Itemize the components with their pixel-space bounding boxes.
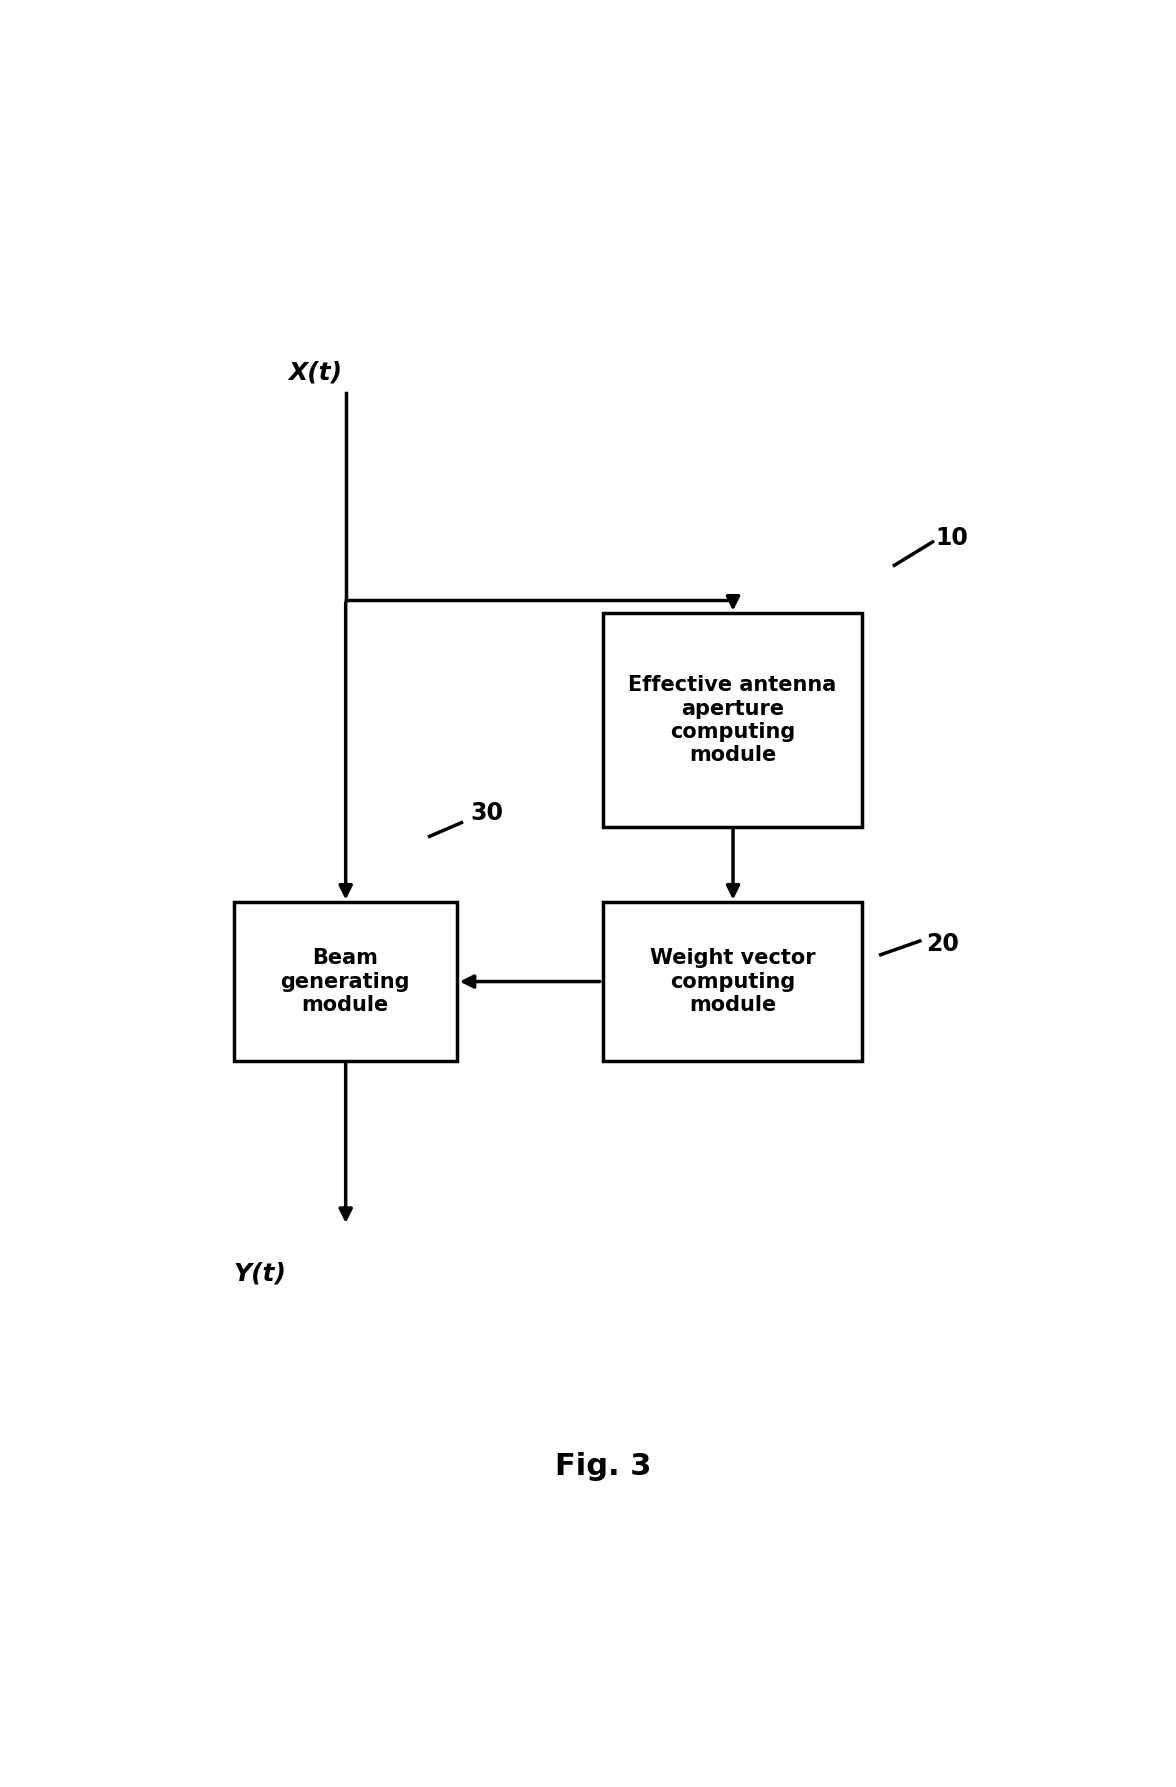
Text: Weight vector
computing
module: Weight vector computing module (650, 949, 815, 1015)
Bar (603, 902, 862, 1061)
Text: Fig. 3: Fig. 3 (555, 1453, 650, 1481)
Bar (603, 613, 862, 827)
Text: X(t): X(t) (288, 361, 342, 384)
Text: Beam
generating
module: Beam generating module (281, 949, 410, 1015)
Text: Effective antenna
aperture
computing
module: Effective antenna aperture computing mod… (628, 675, 836, 765)
Bar (234, 902, 456, 1061)
Text: 20: 20 (927, 931, 960, 956)
Text: 10: 10 (935, 525, 968, 550)
Text: 30: 30 (470, 801, 503, 826)
Text: Y(t): Y(t) (234, 1262, 287, 1287)
